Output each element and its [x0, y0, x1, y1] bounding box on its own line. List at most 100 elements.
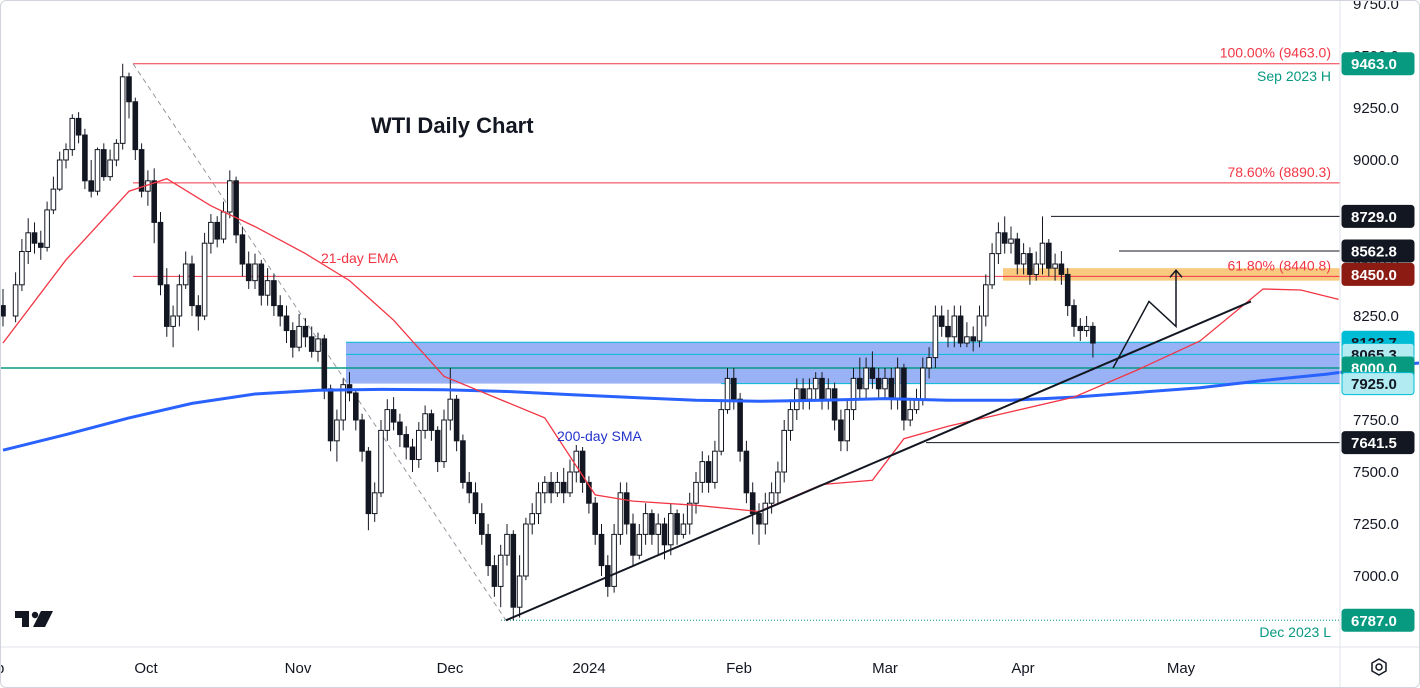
candle-body: [233, 180, 239, 236]
candle-body: [1039, 242, 1046, 265]
candle: [907, 399, 914, 427]
support-zone: [346, 342, 1340, 384]
candle: [227, 170, 233, 219]
candle: [119, 63, 126, 150]
candle-body: [1027, 253, 1033, 275]
candle: [472, 482, 479, 524]
candle-body: [441, 419, 447, 463]
price-tick-label: 7250.0: [1353, 516, 1399, 533]
candle: [340, 378, 346, 431]
price-tag: 6787.0: [1341, 608, 1415, 632]
candle-body: [945, 325, 951, 338]
candle-body: [94, 149, 101, 192]
price-tag-label: 7925.0: [1351, 376, 1397, 393]
candle-body: [138, 149, 145, 192]
candle-body: [434, 429, 441, 463]
candle: [302, 318, 309, 348]
price-tick-label: 7500.0: [1353, 464, 1399, 481]
price-tick-label: 9000.0: [1353, 152, 1399, 169]
candle: [290, 322, 296, 358]
candle: [315, 332, 321, 362]
candle: [271, 274, 277, 316]
candle: [598, 524, 605, 576]
candle-body: [932, 315, 939, 359]
candle-body: [315, 338, 321, 352]
candle-body: [290, 330, 296, 348]
candle: [554, 472, 561, 497]
candle-body: [409, 446, 416, 461]
candle-body: [812, 377, 819, 390]
candle: [416, 422, 422, 468]
candle: [75, 112, 82, 144]
price-tag-label: 6787.0: [1351, 613, 1397, 630]
candle-body: [529, 513, 536, 525]
candle-body: [453, 398, 460, 442]
time-tick-label: Nov: [285, 660, 312, 677]
candle-body: [182, 263, 189, 286]
candle: [208, 214, 214, 254]
candle: [901, 363, 907, 431]
candle: [579, 447, 586, 493]
candle: [668, 503, 674, 556]
candle-body: [126, 76, 132, 103]
candle-body: [617, 492, 624, 535]
candle-body: [428, 413, 435, 431]
candle-body: [50, 188, 57, 211]
candle: [195, 295, 202, 331]
candle-body: [598, 533, 605, 567]
candle-body: [365, 450, 372, 515]
candle-body: [882, 377, 888, 390]
fib-label: 61.80% (8440.8): [1227, 257, 1331, 273]
candle-body: [1020, 253, 1027, 265]
candle: [1046, 239, 1052, 277]
candle-body: [680, 523, 687, 535]
candle: [838, 409, 844, 452]
candle-body: [19, 251, 25, 286]
candle-body: [491, 565, 498, 587]
candle-body: [227, 180, 233, 213]
candle: [623, 482, 630, 535]
candle: [1090, 322, 1096, 358]
candle: [94, 147, 101, 196]
candle: [1077, 318, 1084, 341]
candle-body: [378, 429, 384, 494]
candle: [497, 544, 504, 608]
candle-body: [1064, 273, 1071, 307]
candle-body: [901, 367, 907, 421]
candle: [926, 347, 932, 379]
candle-body: [466, 481, 472, 494]
settings-icon[interactable]: [1371, 658, 1387, 676]
candle-body: [983, 284, 989, 317]
candle: [567, 459, 573, 497]
candle-body: [113, 142, 120, 161]
candle-body: [819, 377, 825, 400]
candle: [88, 160, 95, 198]
candle: [1071, 299, 1077, 337]
candle: [913, 388, 920, 414]
candle: [466, 472, 472, 504]
sma-label: 200-day SMA: [557, 428, 642, 444]
candle-body: [1046, 242, 1052, 269]
candle-body: [768, 492, 775, 504]
candle-body: [800, 388, 806, 400]
candle-body: [1052, 263, 1058, 269]
candle-body: [1033, 263, 1040, 275]
candle-body: [951, 315, 958, 338]
candle-body: [995, 232, 1002, 255]
candle-body: [479, 513, 485, 535]
candle-body: [277, 305, 283, 317]
price-tag-label: 8729.0: [1351, 209, 1397, 226]
candle: [176, 274, 183, 327]
candle-body: [63, 149, 69, 161]
candle-body: [548, 481, 554, 494]
candle-body: [894, 367, 901, 400]
candle-body: [567, 471, 573, 494]
candle-body: [523, 523, 529, 577]
candle: [970, 326, 977, 352]
candle-body: [592, 502, 599, 535]
candle: [283, 305, 290, 344]
candle-body: [888, 377, 895, 400]
candle: [170, 305, 176, 348]
candle-body: [623, 492, 630, 525]
